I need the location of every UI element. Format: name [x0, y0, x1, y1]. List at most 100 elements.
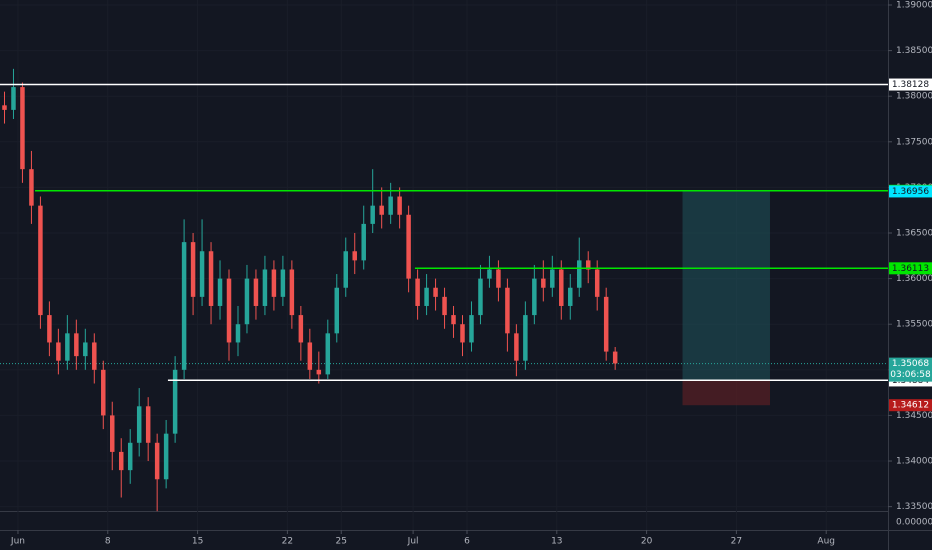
countdown-label: 03:06:58 [890, 370, 931, 380]
candle-body [74, 333, 79, 357]
candle-body [478, 278, 483, 316]
candle-body [532, 278, 537, 316]
candle-body [56, 342, 61, 361]
y-tick-label: 1.38000 [896, 92, 932, 102]
candle-body [460, 324, 465, 343]
y-tick-label: 1.34500 [896, 411, 932, 421]
lower-pane-tick-label: 0.00000 [896, 518, 932, 528]
candle-body [442, 296, 447, 316]
candle-body [406, 214, 411, 279]
candle-body [136, 406, 142, 443]
candle-body [127, 442, 133, 471]
y-tick-label: 1.34000 [896, 457, 932, 467]
candle-body [208, 251, 214, 306]
x-tick-label: Jul [407, 537, 419, 547]
candle-body [92, 342, 97, 370]
position-loss-zone [682, 380, 770, 406]
candle-body [514, 333, 519, 361]
candle-body [487, 269, 492, 279]
candle-body [38, 205, 43, 316]
y-tick-label: 1.33500 [896, 502, 932, 512]
candle-body [2, 105, 7, 110]
price-label: 1.36113 [892, 264, 929, 274]
candle-body [451, 315, 456, 325]
x-tick-label: 15 [192, 537, 203, 547]
x-tick-label: 27 [731, 537, 742, 547]
price-label-box [889, 78, 932, 91]
y-tick-label: 1.36500 [896, 229, 932, 239]
x-tick-label: 20 [641, 537, 653, 547]
candle-body [307, 342, 313, 370]
y-tick-label: 1.38500 [896, 46, 932, 56]
price-label-box [889, 185, 932, 198]
candle-body [577, 260, 582, 288]
position-profit-zone [682, 190, 770, 381]
price-label: 1.38128 [892, 80, 929, 90]
candle-body [47, 315, 52, 343]
candle-body [199, 251, 205, 297]
candle-body [505, 287, 510, 334]
candle-body [334, 287, 340, 334]
candle-body [496, 269, 501, 288]
price-label-box [889, 399, 932, 412]
x-tick-label: 6 [464, 537, 470, 547]
candle-body [343, 251, 348, 288]
candle-body [568, 287, 573, 306]
candle-body [190, 242, 196, 297]
x-tick-label: Aug [817, 537, 835, 547]
candle-body [244, 278, 250, 325]
candle-body [289, 269, 295, 316]
x-tick-label: 8 [105, 537, 111, 547]
candle-body [388, 196, 393, 215]
x-tick-label: 22 [282, 537, 293, 547]
candle-body [469, 315, 474, 343]
candle-body [612, 351, 618, 364]
candle-body [352, 251, 357, 261]
candle-body [154, 442, 160, 480]
y-tick-label: 1.37500 [896, 137, 932, 147]
candle-body [20, 87, 25, 170]
candle-body [181, 242, 187, 370]
candle-body [415, 278, 420, 306]
x-tick-label: Jun [10, 537, 25, 547]
last-price-box [889, 357, 932, 382]
candle-body [163, 433, 169, 480]
candle-body [101, 369, 106, 416]
candle-body [172, 369, 178, 434]
price-label-box [889, 262, 932, 275]
candle-body [433, 287, 438, 297]
candle-body [217, 278, 223, 306]
candle-body [370, 205, 375, 224]
candle-body [118, 451, 124, 471]
price-label: 1.36956 [892, 187, 929, 197]
candle-body [83, 342, 88, 357]
candle-body [253, 278, 259, 306]
candle-body [316, 369, 322, 375]
price-label: 1.34612 [892, 401, 929, 411]
candle-body [325, 333, 331, 375]
candle-body [603, 296, 609, 352]
x-tick-label: 25 [336, 537, 347, 547]
candle-body [262, 269, 268, 306]
candle-body [280, 269, 286, 297]
candle-body [65, 333, 70, 361]
candle-body [145, 406, 151, 443]
candle-body [397, 196, 402, 215]
candle-body [29, 169, 34, 206]
candle-body [226, 278, 232, 343]
candle-body [585, 260, 591, 270]
candle-body [110, 415, 115, 452]
candle-body [361, 223, 366, 261]
last-price-label: 1.35068 [892, 359, 929, 369]
candle-body [298, 315, 304, 343]
candle-body [271, 269, 277, 297]
candle-body [523, 315, 528, 361]
candle-body [235, 324, 241, 343]
candle-body [541, 278, 546, 288]
candle-body [559, 269, 564, 306]
candle-body [11, 87, 16, 110]
y-tick-label: 1.39000 [896, 1, 932, 11]
candle-body [550, 269, 555, 288]
